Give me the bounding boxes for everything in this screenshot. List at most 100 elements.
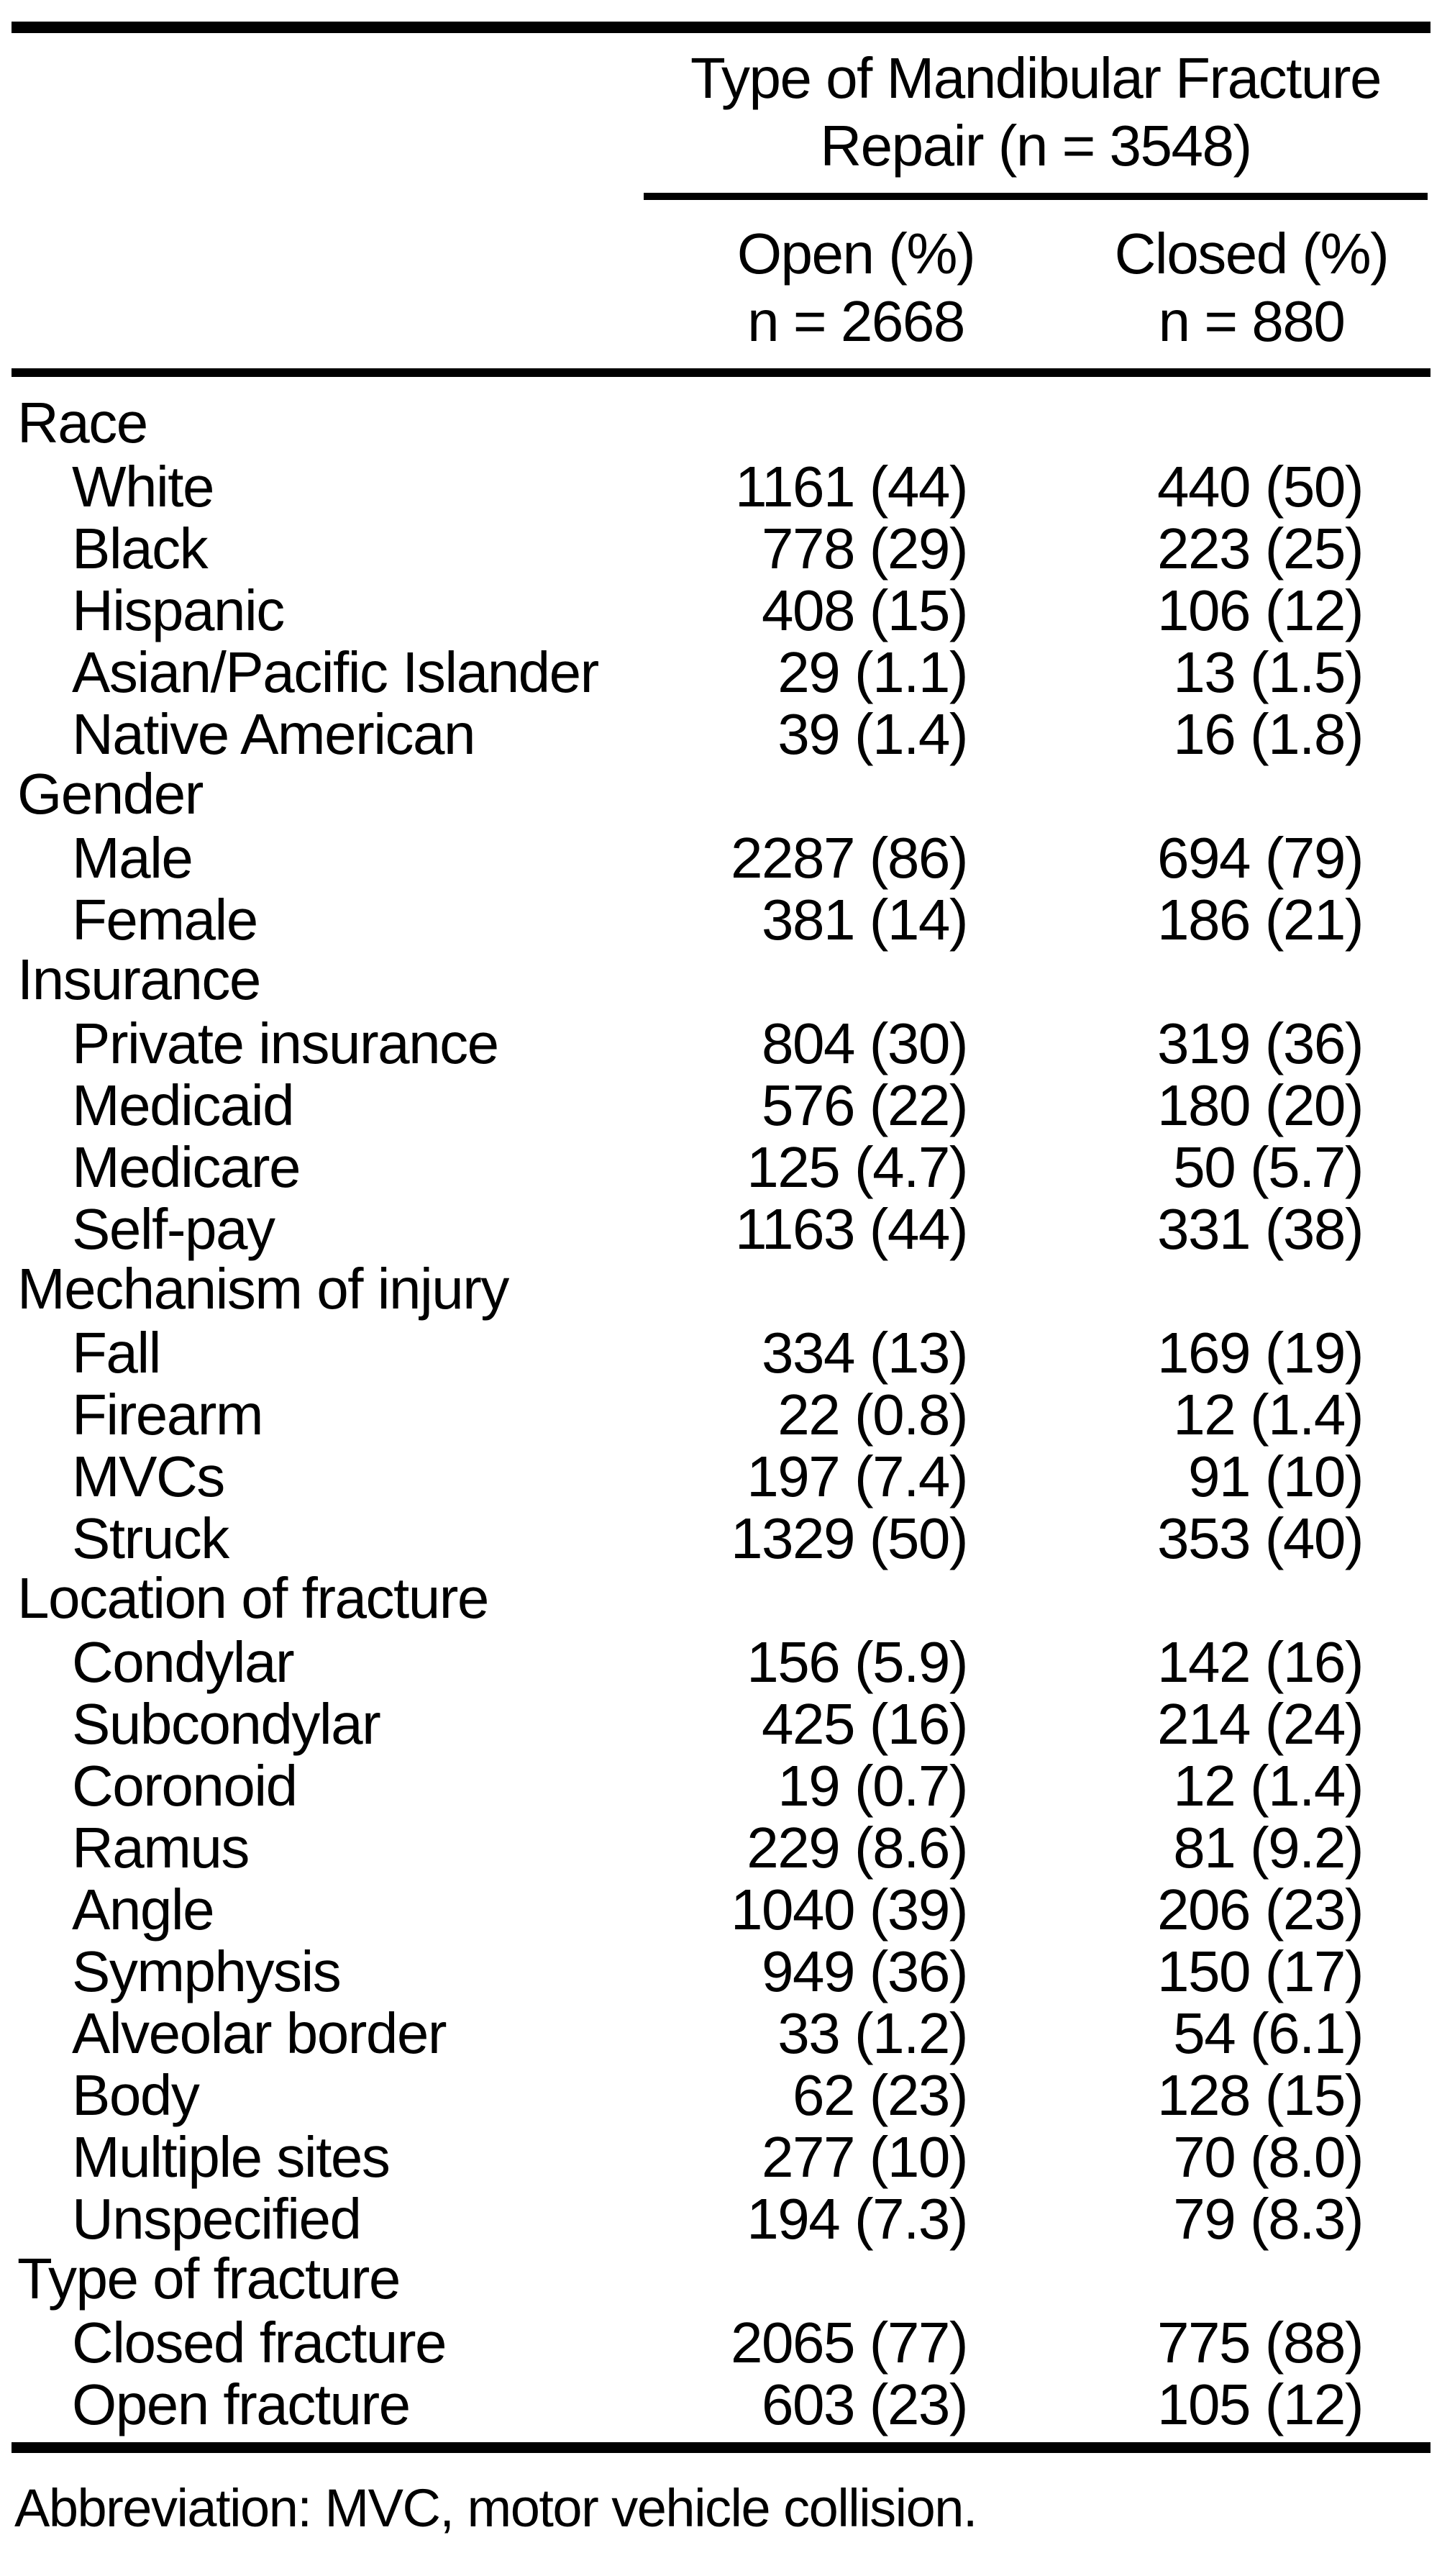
row-label: Native American: [72, 702, 475, 766]
closed-value: 91 (10): [1188, 1444, 1364, 1508]
spanner-title-line2: Repair (n = 3548): [820, 114, 1252, 178]
closed-value: 214 (24): [1157, 1692, 1364, 1756]
row-label: Firearm: [72, 1383, 264, 1447]
row-label: Medicaid: [72, 1073, 295, 1137]
open-value: 576 (22): [762, 1073, 968, 1137]
open-value: 229 (8.6): [747, 1816, 968, 1880]
open-value: 277 (10): [762, 2125, 968, 2189]
closed-value: 106 (12): [1157, 578, 1364, 642]
row-label: Coronoid: [72, 1754, 298, 1818]
closed-value: 331 (38): [1157, 1197, 1364, 1261]
open-value: 334 (13): [762, 1321, 968, 1385]
table-row: Multiple sites 277 (10) 70 (8.0): [0, 2124, 1442, 2189]
section-label: Race: [17, 391, 148, 455]
row-label: Subcondylar: [72, 1692, 381, 1756]
closed-value: 128 (15): [1157, 2063, 1364, 2127]
row-label: Black: [72, 516, 209, 581]
row-label: Struck: [72, 1506, 229, 1570]
row-label: Open fracture: [72, 2372, 411, 2436]
open-value: 603 (23): [762, 2372, 968, 2436]
closed-value: 319 (36): [1157, 1011, 1364, 1075]
open-value: 156 (5.9): [747, 1630, 968, 1694]
closed-value: 180 (20): [1157, 1073, 1364, 1137]
table-row: Hispanic 408 (15) 106 (12): [0, 578, 1442, 642]
closed-value: 13 (1.5): [1173, 640, 1364, 704]
closed-value: 12 (1.4): [1173, 1754, 1364, 1818]
table-row: Subcondylar 425 (16) 214 (24): [0, 1691, 1442, 1756]
table-row: Symphysis 949 (36) 150 (17): [0, 1939, 1442, 2003]
table-row: Firearm 22 (0.8) 12 (1.4): [0, 1382, 1442, 1447]
row-label: Unspecified: [72, 2187, 362, 2251]
table-row: Private insurance 804 (30) 319 (36): [0, 1011, 1442, 1075]
closed-value: 150 (17): [1157, 1939, 1364, 2003]
spanner-header: Type of Mandibular Fracture Repair (n = …: [644, 45, 1428, 180]
table-row: Medicare 125 (4.7) 50 (5.7): [0, 1134, 1442, 1199]
row-label: Multiple sites: [72, 2125, 391, 2189]
row-label: Female: [72, 888, 258, 952]
row-label: Symphysis: [72, 1939, 342, 2003]
table-row: Closed fracture 2065 (77) 775 (88): [0, 2310, 1442, 2375]
section-header-row: Type of fracture: [0, 2247, 1442, 2311]
table-row: White 1161 (44) 440 (50): [0, 454, 1442, 519]
closed-value: 169 (19): [1157, 1321, 1364, 1385]
row-label: Body: [72, 2063, 200, 2127]
row-label: Medicare: [72, 1135, 301, 1199]
table-row: Unspecified 194 (7.3) 79 (8.3): [0, 2186, 1442, 2251]
closed-value: 54 (6.1): [1173, 2001, 1364, 2065]
header-rule: [12, 368, 1430, 377]
row-label: Male: [72, 826, 193, 890]
table-row: Fall 334 (13) 169 (19): [0, 1320, 1442, 1385]
closed-value: 12 (1.4): [1173, 1383, 1364, 1447]
column-open-n: n = 2668: [747, 289, 965, 353]
table-row: MVCs 197 (7.4) 91 (10): [0, 1444, 1442, 1508]
section-header-row: Race: [0, 391, 1442, 455]
closed-value: 440 (50): [1157, 455, 1364, 519]
table-row: Angle 1040 (39) 206 (23): [0, 1877, 1442, 1942]
table-row: Ramus 229 (8.6) 81 (9.2): [0, 1815, 1442, 1880]
open-value: 2287 (86): [731, 826, 968, 890]
table-row: Asian/Pacific Islander 29 (1.1) 13 (1.5): [0, 640, 1442, 704]
section-header-row: Insurance: [0, 947, 1442, 1011]
spanner-rule: [644, 193, 1428, 200]
row-label: Self-pay: [72, 1197, 275, 1261]
section-label: Insurance: [17, 947, 261, 1011]
row-label: Closed fracture: [72, 2311, 447, 2375]
table-row: Alveolar border 33 (1.2) 54 (6.1): [0, 2001, 1442, 2065]
row-label: MVCs: [72, 1444, 225, 1508]
table-row: Self-pay 1163 (44) 331 (38): [0, 1196, 1442, 1261]
row-label: Ramus: [72, 1816, 250, 1880]
footnote: Abbreviation: MVC, motor vehicle collisi…: [14, 2478, 977, 2538]
closed-value: 206 (23): [1157, 1878, 1364, 1942]
row-label: Private insurance: [72, 1011, 499, 1075]
open-value: 1329 (50): [731, 1506, 968, 1570]
table-row: Body 62 (23) 128 (15): [0, 2062, 1442, 2127]
closed-value: 223 (25): [1157, 516, 1364, 581]
bottom-rule: [12, 2442, 1430, 2453]
section-label: Mechanism of injury: [17, 1257, 509, 1321]
section-header-row: Location of fracture: [0, 1566, 1442, 1630]
open-value: 62 (23): [793, 2063, 968, 2127]
row-label: Angle: [72, 1878, 215, 1942]
closed-value: 694 (79): [1157, 826, 1364, 890]
closed-value: 105 (12): [1157, 2372, 1364, 2436]
closed-value: 70 (8.0): [1173, 2125, 1364, 2189]
open-value: 425 (16): [762, 1692, 968, 1756]
row-label: Fall: [72, 1321, 161, 1385]
open-value: 1040 (39): [731, 1878, 968, 1942]
open-value: 29 (1.1): [777, 640, 968, 704]
row-label: Condylar: [72, 1630, 295, 1694]
open-value: 125 (4.7): [747, 1135, 968, 1199]
open-value: 804 (30): [762, 1011, 968, 1075]
open-value: 2065 (77): [731, 2311, 968, 2375]
table-row: Open fracture 603 (23) 105 (12): [0, 2372, 1442, 2436]
open-value: 381 (14): [762, 888, 968, 952]
open-value: 39 (1.4): [777, 702, 968, 766]
column-open-label: Open (%): [736, 222, 976, 286]
table-row: Condylar 156 (5.9) 142 (16): [0, 1629, 1442, 1694]
section-label: Gender: [17, 762, 204, 826]
closed-value: 353 (40): [1157, 1506, 1364, 1570]
closed-value: 81 (9.2): [1173, 1816, 1364, 1880]
section-label: Location of fracture: [17, 1566, 489, 1630]
open-value: 408 (15): [762, 578, 968, 642]
